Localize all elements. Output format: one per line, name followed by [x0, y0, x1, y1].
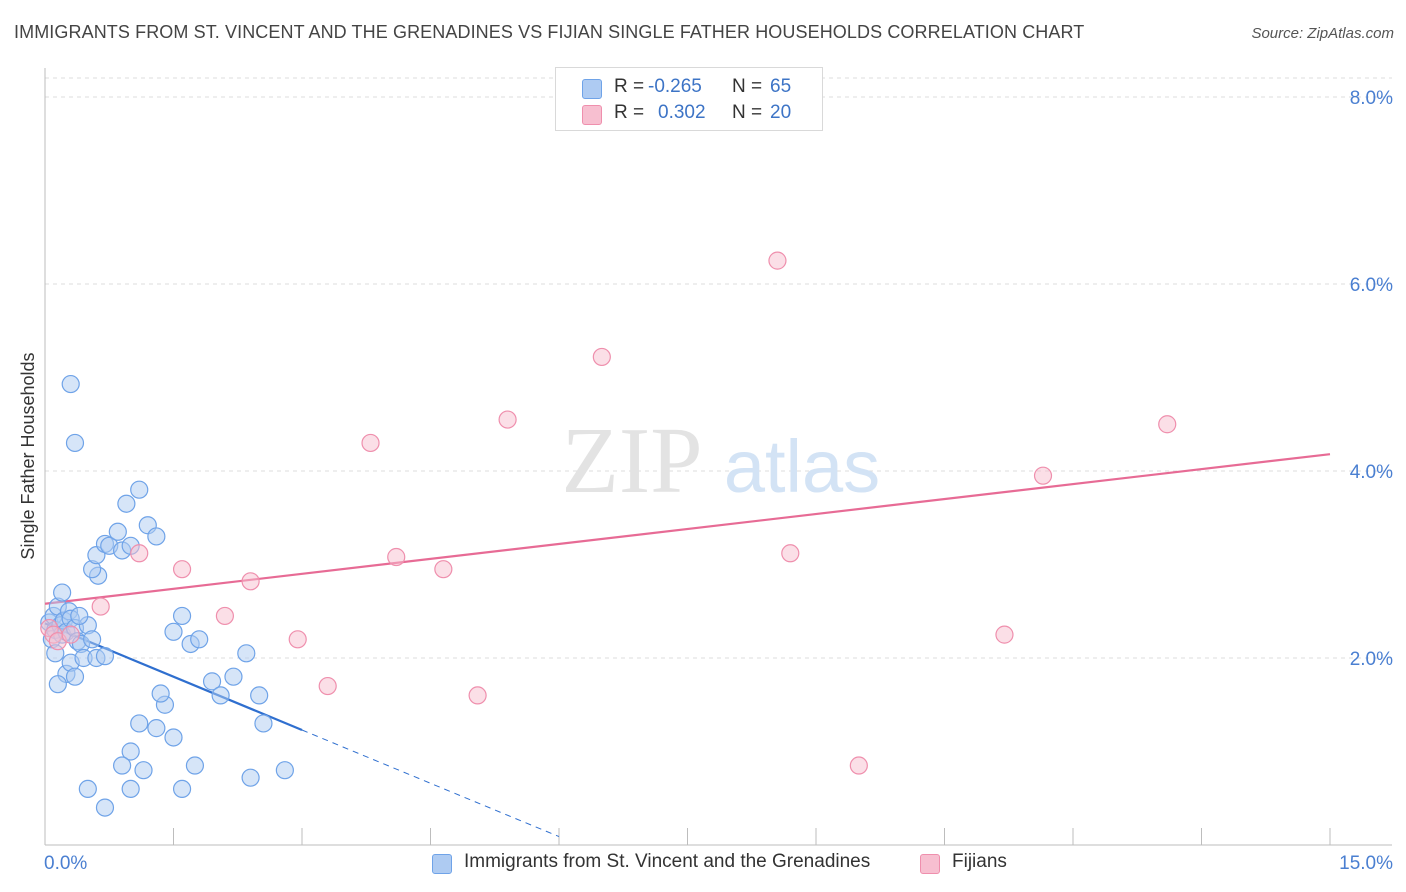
- data-point-blue: [95, 647, 115, 666]
- stats-box: R = -0.265 N = 65 R = 0.302 N = 20: [555, 67, 823, 131]
- r-value-pink: 0.302: [658, 102, 706, 123]
- source-label: Source: ZipAtlas.com: [1251, 25, 1394, 42]
- data-point-blue: [53, 583, 72, 602]
- n-value-blue: 65: [770, 76, 792, 97]
- axes: [44, 68, 1392, 846]
- data-point-pink: [130, 544, 149, 563]
- x-tick-label: 15.0%: [1339, 853, 1393, 874]
- data-point-blue: [65, 433, 85, 453]
- data-point-blue: [241, 768, 260, 787]
- r-label: R =: [614, 76, 645, 97]
- data-point-blue: [185, 756, 205, 775]
- chart-title: IMMIGRANTS FROM ST. VINCENT AND THE GREN…: [14, 22, 1085, 42]
- data-point-pink: [468, 686, 487, 705]
- n-value-pink: 20: [770, 102, 792, 123]
- data-points: [40, 251, 1177, 817]
- n-label: N =: [732, 76, 763, 97]
- data-point-blue: [112, 756, 132, 775]
- tick-labels: 2.0% 4.0% 6.0% 8.0% 0.0% 15.0%: [44, 88, 1393, 874]
- legend-swatch-pink: [920, 854, 940, 874]
- data-point-blue: [151, 684, 170, 703]
- data-point-pink: [172, 560, 192, 579]
- data-point-blue: [121, 742, 140, 761]
- data-point-pink: [592, 347, 611, 367]
- y-axis-label: Single Father Households: [18, 352, 38, 560]
- data-point-blue: [130, 480, 149, 499]
- data-point-blue: [117, 494, 136, 513]
- data-point-blue: [172, 779, 192, 799]
- data-point-pink: [781, 544, 800, 563]
- data-point-blue: [130, 714, 149, 733]
- data-point-pink: [215, 606, 234, 626]
- y-tick-label: 2.0%: [1350, 649, 1393, 670]
- data-point-pink: [241, 572, 260, 591]
- data-point-pink: [995, 625, 1014, 644]
- data-point-pink: [61, 625, 80, 644]
- data-point-blue: [190, 630, 209, 649]
- data-point-pink: [768, 251, 787, 270]
- y-tick-label: 4.0%: [1350, 462, 1393, 483]
- data-point-pink: [1033, 466, 1053, 485]
- data-point-blue: [164, 728, 183, 747]
- data-point-blue: [254, 714, 273, 733]
- watermark: ZIP atlas: [562, 409, 881, 513]
- legend-label: Fijians: [952, 851, 1007, 872]
- data-point-pink: [387, 547, 406, 567]
- y-tick-label: 8.0%: [1350, 88, 1393, 109]
- watermark-atlas: atlas: [724, 425, 880, 508]
- data-point-blue: [78, 779, 97, 799]
- data-point-blue: [164, 622, 183, 641]
- data-point-pink: [849, 756, 868, 775]
- data-point-blue: [147, 527, 166, 546]
- legend-label: Immigrants from St. Vincent and the Gren…: [464, 851, 871, 872]
- data-point-blue: [147, 719, 166, 738]
- data-point-blue: [134, 761, 153, 780]
- x-tick-label: 0.0%: [44, 853, 87, 874]
- data-point-blue: [48, 675, 67, 694]
- data-point-blue: [237, 644, 256, 663]
- data-point-blue: [275, 761, 294, 780]
- r-value-blue: -0.265: [648, 76, 702, 97]
- data-point-pink: [498, 410, 517, 429]
- data-point-blue: [61, 374, 80, 394]
- data-point-blue: [108, 522, 127, 541]
- y-tick-label: 6.0%: [1350, 275, 1393, 296]
- data-point-blue: [250, 686, 269, 705]
- data-point-blue: [172, 606, 192, 626]
- data-point-blue: [65, 667, 85, 686]
- data-point-blue: [202, 672, 222, 691]
- r-label: R =: [614, 102, 645, 123]
- trend-line-blue-extension: [301, 729, 560, 838]
- data-point-pink: [434, 560, 453, 579]
- data-point-blue: [70, 606, 89, 626]
- stats-swatch-pink: [582, 105, 602, 125]
- data-point-blue: [121, 779, 140, 799]
- data-point-pink: [318, 676, 337, 696]
- data-point-blue: [95, 798, 115, 817]
- data-point-pink: [361, 433, 380, 453]
- data-point-blue: [224, 667, 243, 686]
- data-point-pink: [1158, 415, 1177, 434]
- stats-swatch-blue: [582, 79, 602, 99]
- data-point-pink: [91, 597, 110, 616]
- data-point-blue: [211, 686, 230, 705]
- watermark-zip: ZIP: [562, 409, 703, 513]
- grid-lines: [45, 77, 1392, 659]
- legend-swatch-blue: [432, 854, 452, 874]
- n-label: N =: [732, 102, 763, 123]
- data-point-blue: [83, 630, 102, 649]
- data-point-pink: [288, 630, 307, 649]
